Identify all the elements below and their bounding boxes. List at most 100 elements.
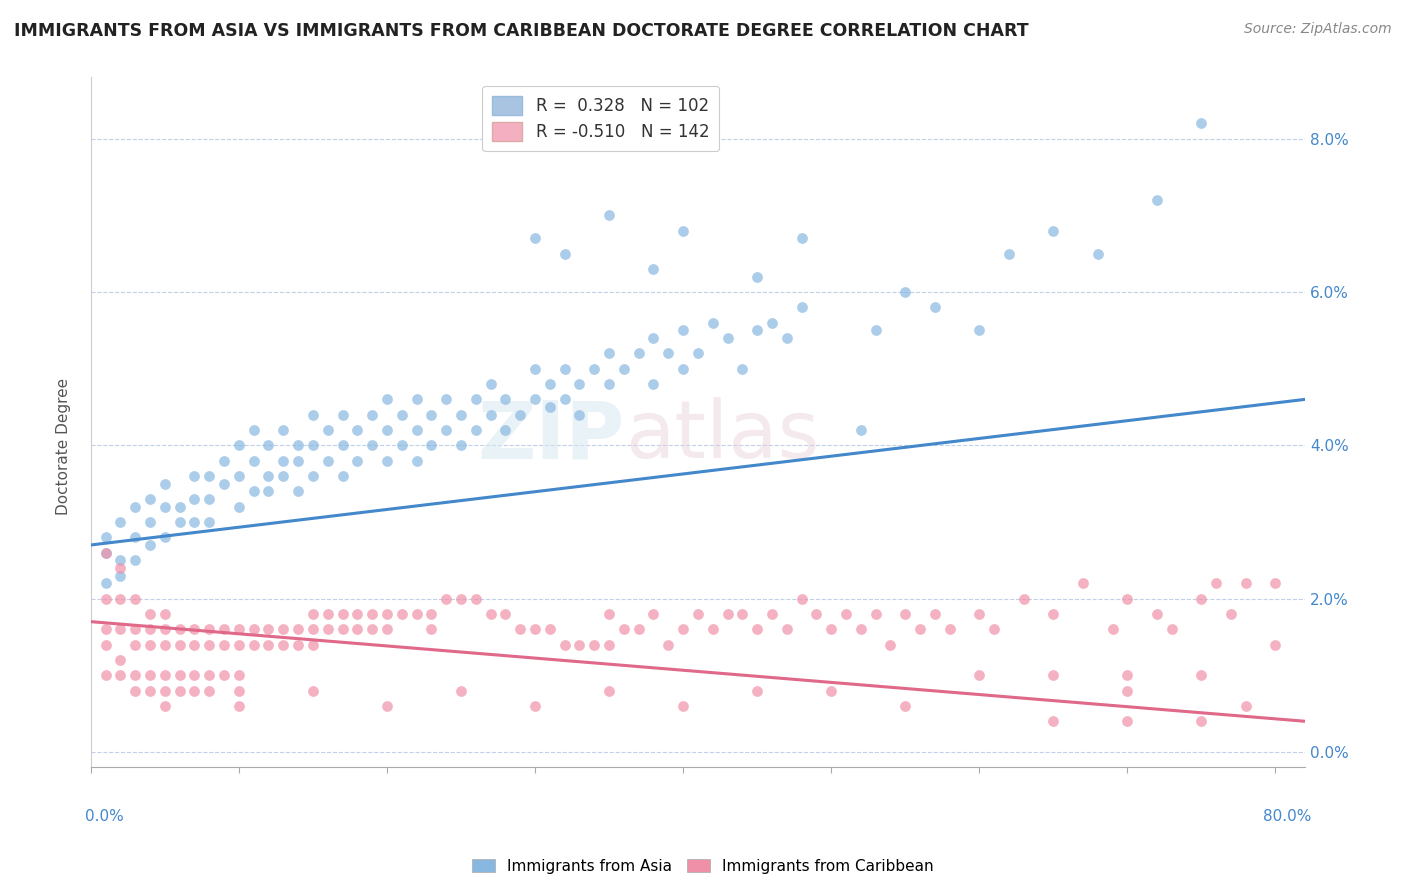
Point <box>494 423 516 437</box>
Point <box>450 408 472 422</box>
Point <box>139 683 162 698</box>
Point <box>332 438 354 452</box>
Point <box>302 438 325 452</box>
Point <box>228 638 250 652</box>
Text: Source: ZipAtlas.com: Source: ZipAtlas.com <box>1244 22 1392 37</box>
Point <box>332 607 354 621</box>
Point <box>391 408 413 422</box>
Point <box>672 622 695 636</box>
Point <box>271 622 294 636</box>
Point <box>702 316 724 330</box>
Point <box>375 423 398 437</box>
Point <box>731 607 754 621</box>
Point <box>332 469 354 483</box>
Point <box>1189 591 1212 606</box>
Point <box>110 515 132 529</box>
Point <box>124 500 146 514</box>
Point <box>776 622 799 636</box>
Point <box>1160 622 1182 636</box>
Point <box>183 638 205 652</box>
Point <box>287 622 309 636</box>
Text: 0.0%: 0.0% <box>84 809 124 823</box>
Point <box>110 591 132 606</box>
Point <box>672 323 695 337</box>
Point <box>183 491 205 506</box>
Point <box>969 323 991 337</box>
Point <box>524 392 547 407</box>
Point <box>94 638 117 652</box>
Point <box>183 622 205 636</box>
Point <box>361 408 384 422</box>
Point <box>257 469 280 483</box>
Point <box>391 607 413 621</box>
Point <box>124 638 146 652</box>
Point <box>761 316 783 330</box>
Point <box>1146 607 1168 621</box>
Point <box>94 546 117 560</box>
Point <box>494 607 516 621</box>
Point <box>124 591 146 606</box>
Point <box>820 622 842 636</box>
Point <box>242 423 264 437</box>
Point <box>169 500 191 514</box>
Point <box>627 346 650 360</box>
Point <box>790 301 813 315</box>
Point <box>316 453 339 467</box>
Point <box>375 453 398 467</box>
Point <box>94 530 117 544</box>
Point <box>302 607 325 621</box>
Point <box>450 438 472 452</box>
Text: ZIP: ZIP <box>478 397 626 475</box>
Point <box>583 361 606 376</box>
Point <box>598 346 620 360</box>
Point <box>894 607 917 621</box>
Point <box>450 683 472 698</box>
Point <box>924 301 946 315</box>
Point <box>302 638 325 652</box>
Point <box>198 683 221 698</box>
Point <box>1012 591 1035 606</box>
Point <box>568 377 591 392</box>
Point <box>479 607 502 621</box>
Point <box>598 607 620 621</box>
Point <box>332 622 354 636</box>
Text: 80.0%: 80.0% <box>1263 809 1312 823</box>
Point <box>139 607 162 621</box>
Point <box>271 469 294 483</box>
Point <box>1042 714 1064 729</box>
Point <box>153 476 176 491</box>
Point <box>302 469 325 483</box>
Point <box>1234 576 1257 591</box>
Point <box>1234 698 1257 713</box>
Point <box>228 500 250 514</box>
Point <box>1189 116 1212 130</box>
Point <box>110 653 132 667</box>
Point <box>110 668 132 682</box>
Point <box>598 638 620 652</box>
Point <box>1042 224 1064 238</box>
Point <box>198 469 221 483</box>
Point <box>287 453 309 467</box>
Point <box>702 622 724 636</box>
Point <box>538 400 561 414</box>
Point <box>420 408 443 422</box>
Point <box>790 231 813 245</box>
Point <box>110 568 132 582</box>
Point <box>124 622 146 636</box>
Point <box>153 607 176 621</box>
Point <box>879 638 901 652</box>
Point <box>361 622 384 636</box>
Point <box>434 423 457 437</box>
Point <box>257 638 280 652</box>
Point <box>94 622 117 636</box>
Point <box>153 500 176 514</box>
Point <box>257 438 280 452</box>
Point <box>198 622 221 636</box>
Point <box>212 622 235 636</box>
Point <box>894 698 917 713</box>
Point <box>627 622 650 636</box>
Point <box>538 377 561 392</box>
Point <box>464 423 486 437</box>
Point <box>568 408 591 422</box>
Point <box>894 285 917 299</box>
